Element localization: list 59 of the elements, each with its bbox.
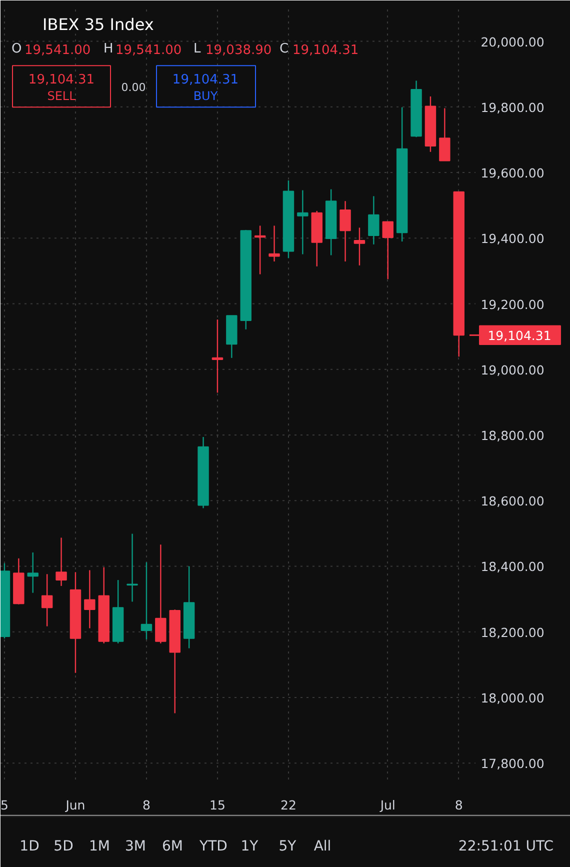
annotation: SELL [47, 89, 76, 104]
candlestick [368, 196, 380, 245]
y-tick-label: 17,800.00 [480, 756, 544, 772]
y-tick-label: 18,800.00 [480, 428, 544, 444]
y-tick-label: 18,400.00 [480, 559, 544, 574]
annotation: L [194, 41, 202, 56]
text: 22:51:01 UTC [458, 838, 554, 854]
y-tick-label: 18,600.00 [480, 494, 544, 509]
candlestick [126, 533, 138, 602]
y-tick-label: 19,400.00 [480, 231, 544, 246]
text: 6M [162, 838, 184, 854]
candlestick [297, 190, 308, 255]
candlestick [84, 570, 96, 629]
text: 5D [54, 838, 74, 854]
candlestick [268, 225, 280, 262]
text: 1M [89, 838, 110, 854]
annotation: 19,038.90 [206, 42, 272, 58]
y-tick-label: 19,600.00 [480, 166, 544, 181]
annotation: 19,541.00 [24, 42, 91, 58]
annotation: 19,104.31 [292, 42, 359, 58]
text: 1Y [240, 838, 259, 854]
ref-line-label: 19,104.31 [488, 328, 552, 344]
candlestick [41, 574, 53, 627]
chart-title: IBEX 35 Index [42, 14, 154, 34]
y-tick-label: 19,200.00 [480, 296, 544, 312]
candlestick [155, 544, 166, 644]
text: YTD [198, 838, 228, 854]
y-tick-label: 20,000.00 [480, 34, 544, 50]
annotation: 19,541.00 [116, 42, 182, 58]
text: 5Y [278, 838, 297, 854]
annotation: H [104, 41, 114, 56]
text: 1D [20, 838, 40, 854]
annotation: C [280, 41, 289, 56]
candlestick [140, 562, 152, 640]
candlestick [354, 227, 366, 266]
annotation: 19,104.31 [172, 72, 239, 88]
y-tick-label: 18,000.00 [480, 690, 544, 706]
y-tick-label: 19,800.00 [480, 100, 544, 115]
y-tick-label: 18,200.00 [480, 624, 544, 640]
annotation: BUY [193, 89, 218, 104]
annotation: 19,104.31 [28, 72, 95, 88]
x-tick-label: 5 [0, 798, 8, 812]
text: All [314, 838, 332, 854]
y-tick-label: 19,000.00 [480, 362, 544, 378]
candlestick [439, 108, 450, 162]
annotation: 0.00 [121, 80, 146, 94]
x-tick-label: 15 [210, 798, 226, 812]
x-tick-label: 8 [142, 798, 150, 812]
candlestick [382, 221, 394, 280]
x-tick-label: Jul [379, 798, 396, 812]
candlestick [27, 552, 38, 594]
candlestick [212, 318, 224, 394]
candlestick [340, 200, 351, 262]
text: 3M [125, 838, 146, 854]
x-tick-label: Jun [64, 798, 86, 812]
candlestick [56, 537, 67, 587]
annotation: O [12, 41, 22, 56]
x-tick-label: 22 [280, 798, 296, 812]
x-tick-label: 8 [454, 798, 463, 812]
